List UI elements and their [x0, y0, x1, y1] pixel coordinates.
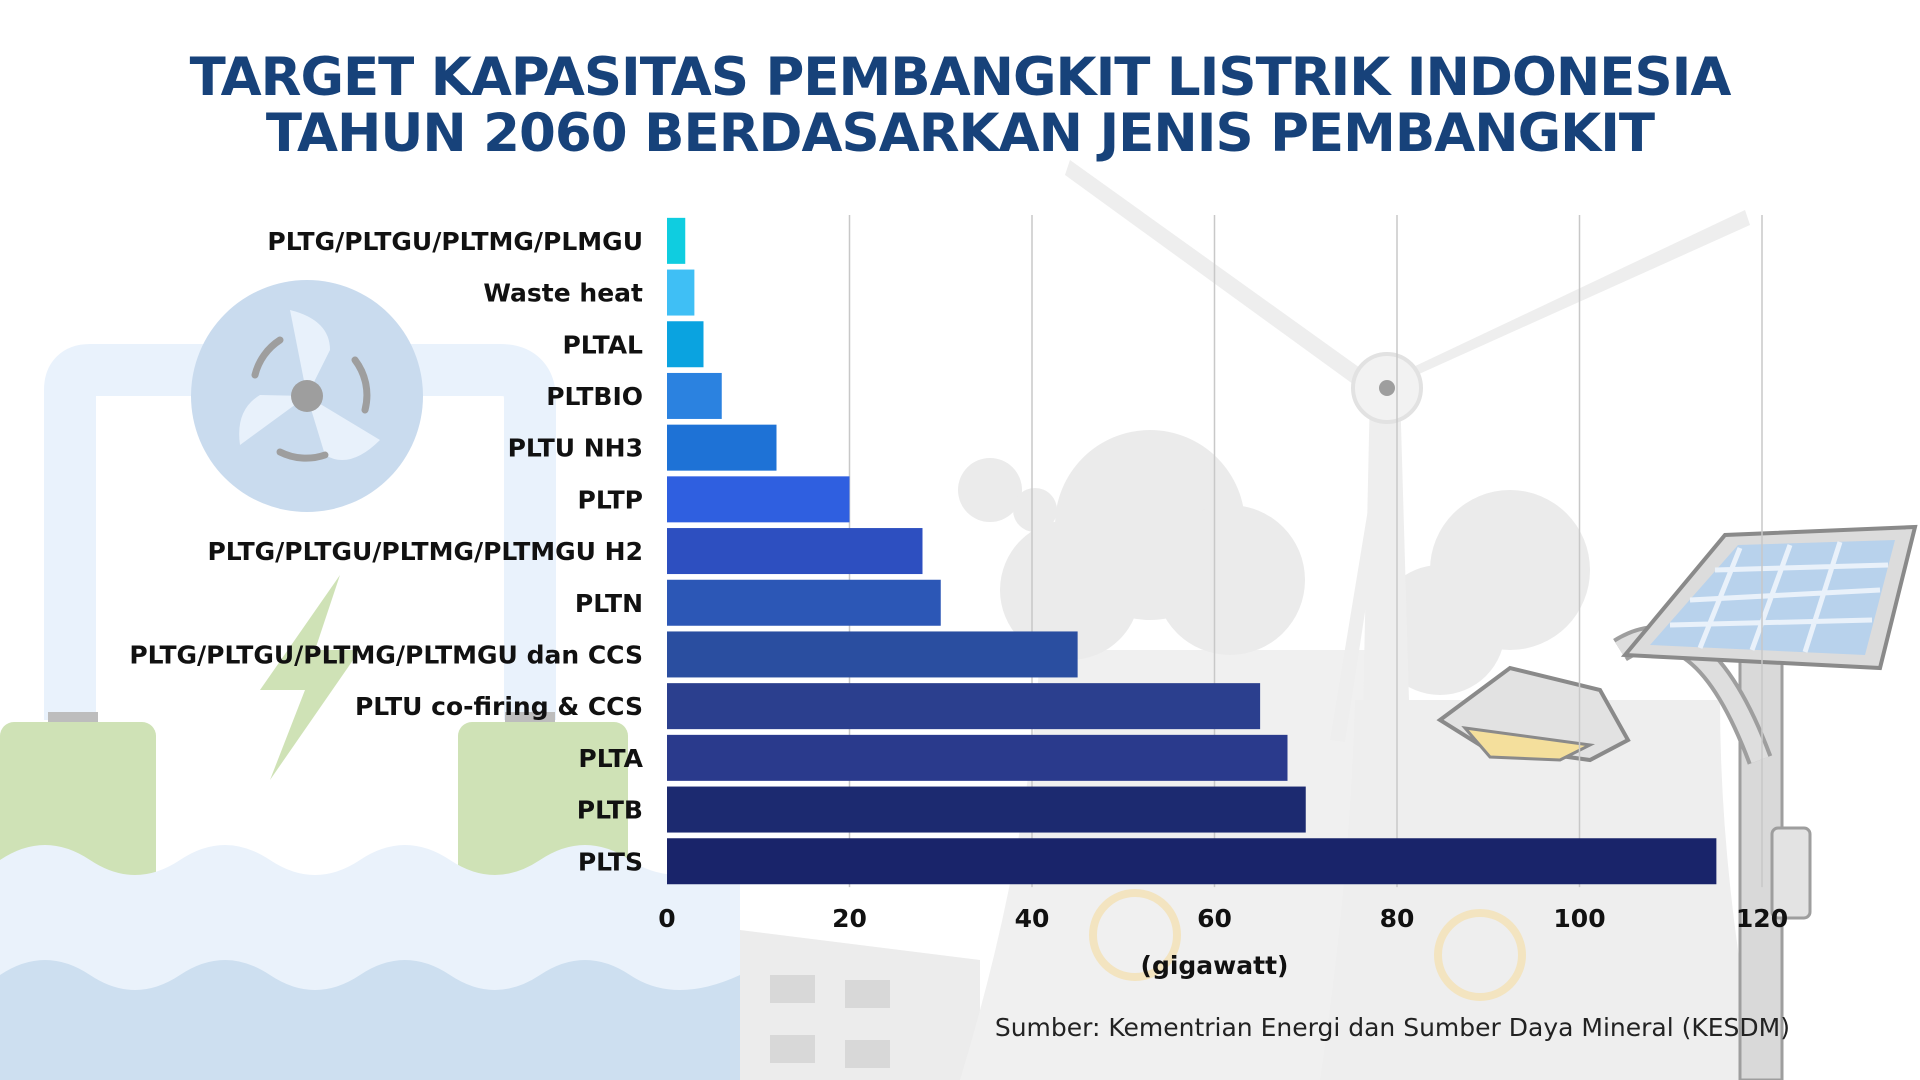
category-label: PLTB [577, 796, 643, 825]
category-label: PLTS [578, 847, 643, 876]
solar-street-lamp-illustration [1436, 524, 1918, 1080]
category-labels: PLTG/PLTGU/PLTMG/PLMGU Waste heat PLTAL PLT… [129, 227, 643, 876]
x-tick-label: 40 [1015, 904, 1050, 933]
bar [667, 321, 704, 368]
x-axis-ticks: 0 20 40 60 80 100 120 [658, 904, 1788, 933]
x-tick-label: 120 [1736, 904, 1788, 933]
category-label: PLTU co-firing & CCS [355, 692, 643, 721]
x-tick-label: 80 [1380, 904, 1415, 933]
water-waves-illustration [0, 845, 740, 1080]
x-tick-label: 20 [832, 904, 867, 933]
bar [667, 838, 1717, 885]
x-tick-label: 0 [658, 904, 675, 933]
category-label: PLTP [578, 485, 644, 514]
bars [667, 217, 1717, 885]
x-axis-label: (gigawatt) [1141, 951, 1289, 980]
wind-turbine-illustration [1065, 160, 1750, 1080]
category-label: PLTN [575, 589, 643, 618]
bar [667, 424, 777, 471]
category-label: PLTG/PLTGU/PLTMG/PLTMGU H2 [207, 537, 643, 566]
bar [667, 476, 850, 523]
bar [667, 528, 923, 575]
bar [667, 217, 686, 264]
source-note: Sumber: Kementrian Energi dan Sumber Day… [994, 1013, 1790, 1042]
category-label: PLTU NH3 [508, 434, 643, 463]
category-label: PLTG/PLTGU/PLTMG/PLTMGU dan CCS [129, 640, 643, 669]
bar [667, 579, 941, 626]
bar [667, 269, 695, 316]
category-label: PLTA [578, 744, 643, 773]
bar [667, 734, 1288, 781]
category-label: PLTAL [562, 330, 643, 359]
bar [667, 683, 1261, 730]
bar [667, 786, 1306, 833]
title-line-1: TARGET KAPASITAS PEMBANGKIT LISTRIK INDO… [189, 47, 1732, 108]
category-label: Waste heat [483, 279, 643, 308]
x-tick-label: 100 [1553, 904, 1605, 933]
bar [667, 631, 1078, 678]
chart-title: TARGET KAPASITAS PEMBANGKIT LISTRIK INDO… [0, 50, 1920, 162]
category-label: PLTBIO [546, 382, 643, 411]
bar-chart: PLTG/PLTGU/PLTMG/PLMGU Waste heat PLTAL PLT… [129, 215, 1788, 980]
x-tick-label: 60 [1197, 904, 1232, 933]
gridlines [848, 215, 1763, 888]
title-line-2: TAHUN 2060 BERDASARKAN JENIS PEMBANGKIT [265, 103, 1655, 164]
bar [667, 372, 722, 419]
category-label: PLTG/PLTGU/PLTMG/PLMGU [267, 227, 643, 256]
